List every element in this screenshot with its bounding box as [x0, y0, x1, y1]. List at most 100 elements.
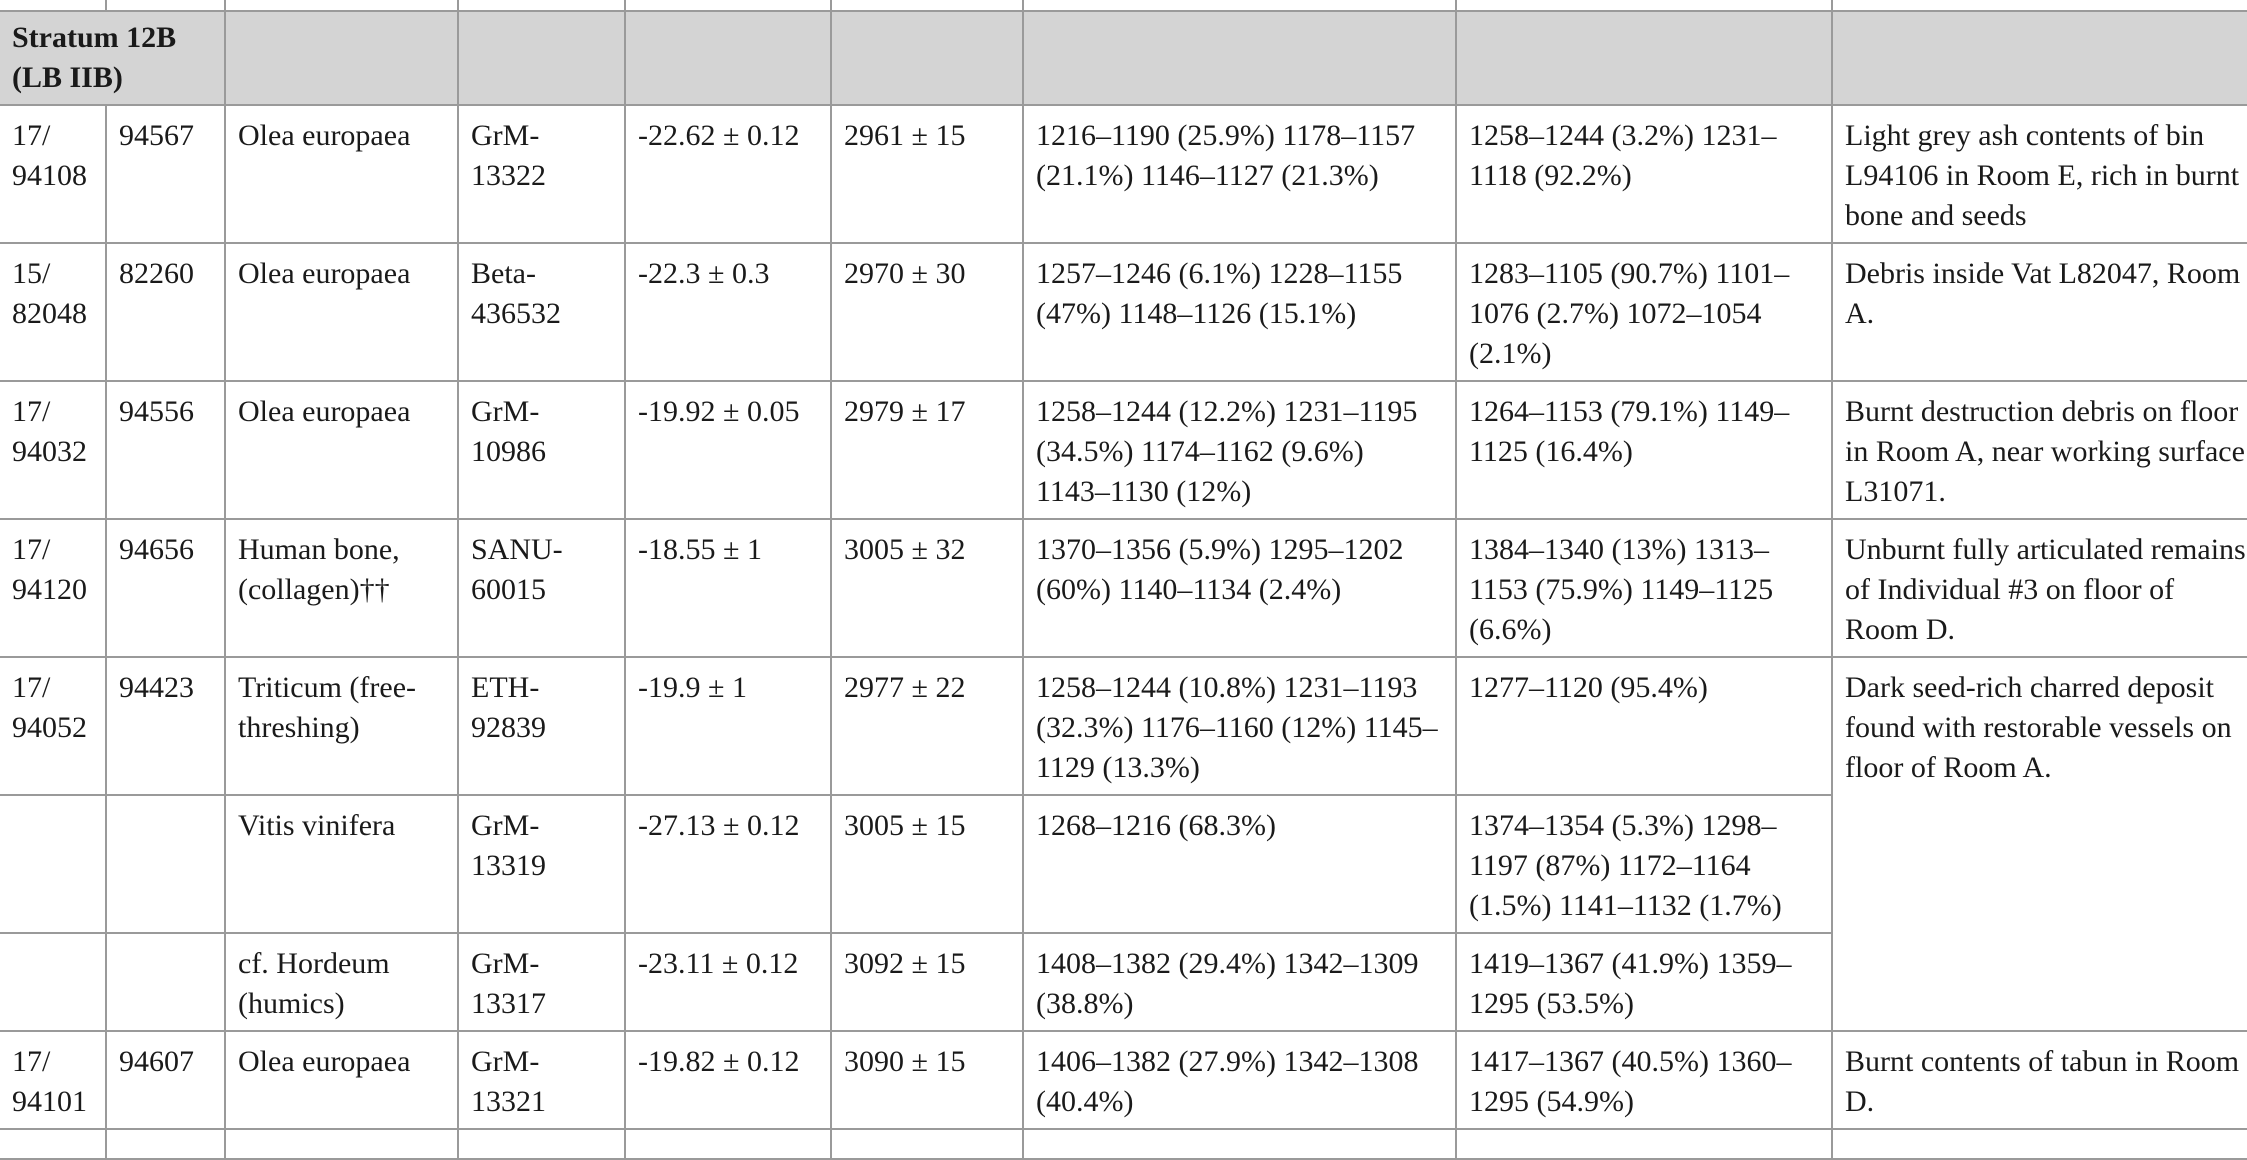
cal-1sigma-cell: 1406–1382 (27.9%) 1342–1308 (40.4%) — [1022, 1030, 1457, 1130]
table-cell — [457, 1128, 626, 1160]
bp-cell: 2961 ± 15 — [830, 104, 1024, 244]
d13c-cell: -18.55 ± 1 — [624, 518, 832, 658]
lab-code-cell: GrM- 13319 — [457, 794, 626, 934]
cal-1sigma-cell: 1258–1244 (12.2%) 1231–1195 (34.5%) 1174… — [1022, 380, 1457, 520]
table-cell — [105, 0, 226, 12]
lab-code-cell: GrM- 10986 — [457, 380, 626, 520]
cal-2sigma-cell: 1419–1367 (41.9%) 1359–1295 (53.5%) — [1455, 932, 1833, 1032]
context-cell: Unburnt fully articulated remains of Ind… — [1831, 518, 2247, 658]
cal-2sigma-cell: 1264–1153 (79.1%) 1149–1125 (16.4%) — [1455, 380, 1833, 520]
table-row: 17/ 94052 94423 Triticum (free-threshing… — [0, 656, 2247, 1032]
table-cell — [1831, 0, 2247, 12]
registration-cell — [105, 932, 226, 1032]
cal-1sigma-cell: 1257–1246 (6.1%) 1228–1155 (47%) 1148–11… — [1022, 242, 1457, 382]
sample-cell — [0, 932, 107, 1032]
table-cell — [1831, 1128, 2247, 1160]
cal-1sigma-cell: 1216–1190 (25.9%) 1178–1157 (21.1%) 1146… — [1022, 104, 1457, 244]
table-cell — [224, 0, 459, 12]
table-cell — [624, 1128, 832, 1160]
d13c-cell: -19.9 ± 1 — [624, 656, 832, 796]
table-cell — [830, 10, 1024, 106]
table-row: 17/ 94032 94556 Olea europaea GrM- 10986… — [0, 380, 2247, 520]
cal-2sigma-cell: 1384–1340 (13%) 1313–1153 (75.9%) 1149–1… — [1455, 518, 1833, 658]
table-row-bottom-strip — [0, 1128, 2247, 1160]
table-cell — [457, 0, 626, 12]
stratum-label: Stratum 12B (LB IIB) — [0, 10, 226, 106]
sample-cell — [0, 794, 107, 934]
bp-cell: 3092 ± 15 — [830, 932, 1024, 1032]
table-cell — [1022, 10, 1457, 106]
registration-cell: 94607 — [105, 1030, 226, 1130]
material-cell: Triticum (free-threshing) — [224, 656, 459, 796]
cal-1sigma-cell: 1370–1356 (5.9%) 1295–1202 (60%) 1140–11… — [1022, 518, 1457, 658]
table-cell — [1455, 1128, 1833, 1160]
table-cell — [105, 1128, 226, 1160]
bp-cell: 2979 ± 17 — [830, 380, 1024, 520]
cal-1sigma-cell: 1268–1216 (68.3%) — [1022, 794, 1457, 934]
table-row: 17/ 94108 94567 Olea europaea GrM- 13322… — [0, 104, 2247, 244]
lab-code-cell: GrM- 13322 — [457, 104, 626, 244]
registration-cell — [105, 794, 226, 934]
table-cell — [224, 1128, 459, 1160]
sample-cell: 17/ 94032 — [0, 380, 107, 520]
lab-code-cell: GrM- 13317 — [457, 932, 626, 1032]
d13c-cell: -23.11 ± 0.12 — [624, 932, 832, 1032]
table-cell — [224, 10, 459, 106]
registration-cell: 82260 — [105, 242, 226, 382]
cal-2sigma-cell: 1283–1105 (90.7%) 1101–1076 (2.7%) 1072–… — [1455, 242, 1833, 382]
lab-code-cell: SANU- 60015 — [457, 518, 626, 658]
d13c-cell: -27.13 ± 0.12 — [624, 794, 832, 934]
table-cell — [1455, 0, 1833, 12]
table-row: cf. Hordeum (humics) GrM- 13317 -23.11 ±… — [0, 932, 2247, 1032]
registration-cell: 94423 — [105, 656, 226, 796]
material-cell: Olea europaea — [224, 1030, 459, 1130]
bp-cell: 3090 ± 15 — [830, 1030, 1024, 1130]
bp-cell: 2970 ± 30 — [830, 242, 1024, 382]
stratum-header-row: Stratum 12B (LB IIB) — [0, 10, 2247, 106]
context-cell: Burnt contents of tabun in Room D. — [1831, 1030, 2247, 1130]
context-cell: Burnt destruction debris on floor in Roo… — [1831, 380, 2247, 520]
context-cell: Light grey ash contents of bin L94106 in… — [1831, 104, 2247, 244]
table-cell — [830, 0, 1024, 12]
cal-2sigma-cell: 1374–1354 (5.3%) 1298–1197 (87%) 1172–11… — [1455, 794, 1833, 934]
material-cell: Olea europaea — [224, 104, 459, 244]
table-row-top-strip — [0, 0, 2247, 12]
sample-cell: 17/ 94052 — [0, 656, 107, 796]
table-cell — [624, 0, 832, 12]
table-cell — [457, 10, 626, 106]
table-cell — [1455, 10, 1833, 106]
sample-cell: 17/ 94120 — [0, 518, 107, 658]
lab-code-cell: Beta- 436532 — [457, 242, 626, 382]
cal-1sigma-cell: 1408–1382 (29.4%) 1342–1309 (38.8%) — [1022, 932, 1457, 1032]
lab-code-cell: ETH- 92839 — [457, 656, 626, 796]
table-row: 15/ 82048 82260 Olea europaea Beta- 4365… — [0, 242, 2247, 382]
d13c-cell: -19.82 ± 0.12 — [624, 1030, 832, 1130]
table-row: Vitis vinifera GrM- 13319 -27.13 ± 0.12 … — [0, 794, 2247, 934]
table-cell — [0, 0, 107, 12]
stratum-line2: (LB IIB) — [12, 61, 123, 94]
table-cell — [1022, 0, 1457, 12]
table-row: 17/ 94120 94656 Human bone, (collagen)††… — [0, 518, 2247, 658]
table-cell — [1022, 1128, 1457, 1160]
material-cell: Olea europaea — [224, 242, 459, 382]
d13c-cell: -22.62 ± 0.12 — [624, 104, 832, 244]
cal-1sigma-cell: 1258–1244 (10.8%) 1231–1193 (32.3%) 1176… — [1022, 656, 1457, 796]
table-cell — [830, 1128, 1024, 1160]
lab-code-cell: GrM- 13321 — [457, 1030, 626, 1130]
cal-2sigma-cell: 1258–1244 (3.2%) 1231–1118 (92.2%) — [1455, 104, 1833, 244]
context-cell: Debris inside Vat L82047, Room A. — [1831, 242, 2247, 382]
sample-cell: 17/ 94101 — [0, 1030, 107, 1130]
material-cell: Olea europaea — [224, 380, 459, 520]
registration-cell: 94656 — [105, 518, 226, 658]
stratum-line1: Stratum 12B — [12, 21, 177, 54]
d13c-cell: -22.3 ± 0.3 — [624, 242, 832, 382]
registration-cell: 94556 — [105, 380, 226, 520]
bp-cell: 3005 ± 15 — [830, 794, 1024, 934]
context-cell: Dark seed-rich charred deposit found wit… — [1831, 656, 2247, 1032]
sample-cell: 17/ 94108 — [0, 104, 107, 244]
table-cell — [1831, 10, 2247, 106]
sample-cell: 15/ 82048 — [0, 242, 107, 382]
table-row: 17/ 94101 94607 Olea europaea GrM- 13321… — [0, 1030, 2247, 1130]
cal-2sigma-cell: 1417–1367 (40.5%) 1360–1295 (54.9%) — [1455, 1030, 1833, 1130]
bp-cell: 2977 ± 22 — [830, 656, 1024, 796]
